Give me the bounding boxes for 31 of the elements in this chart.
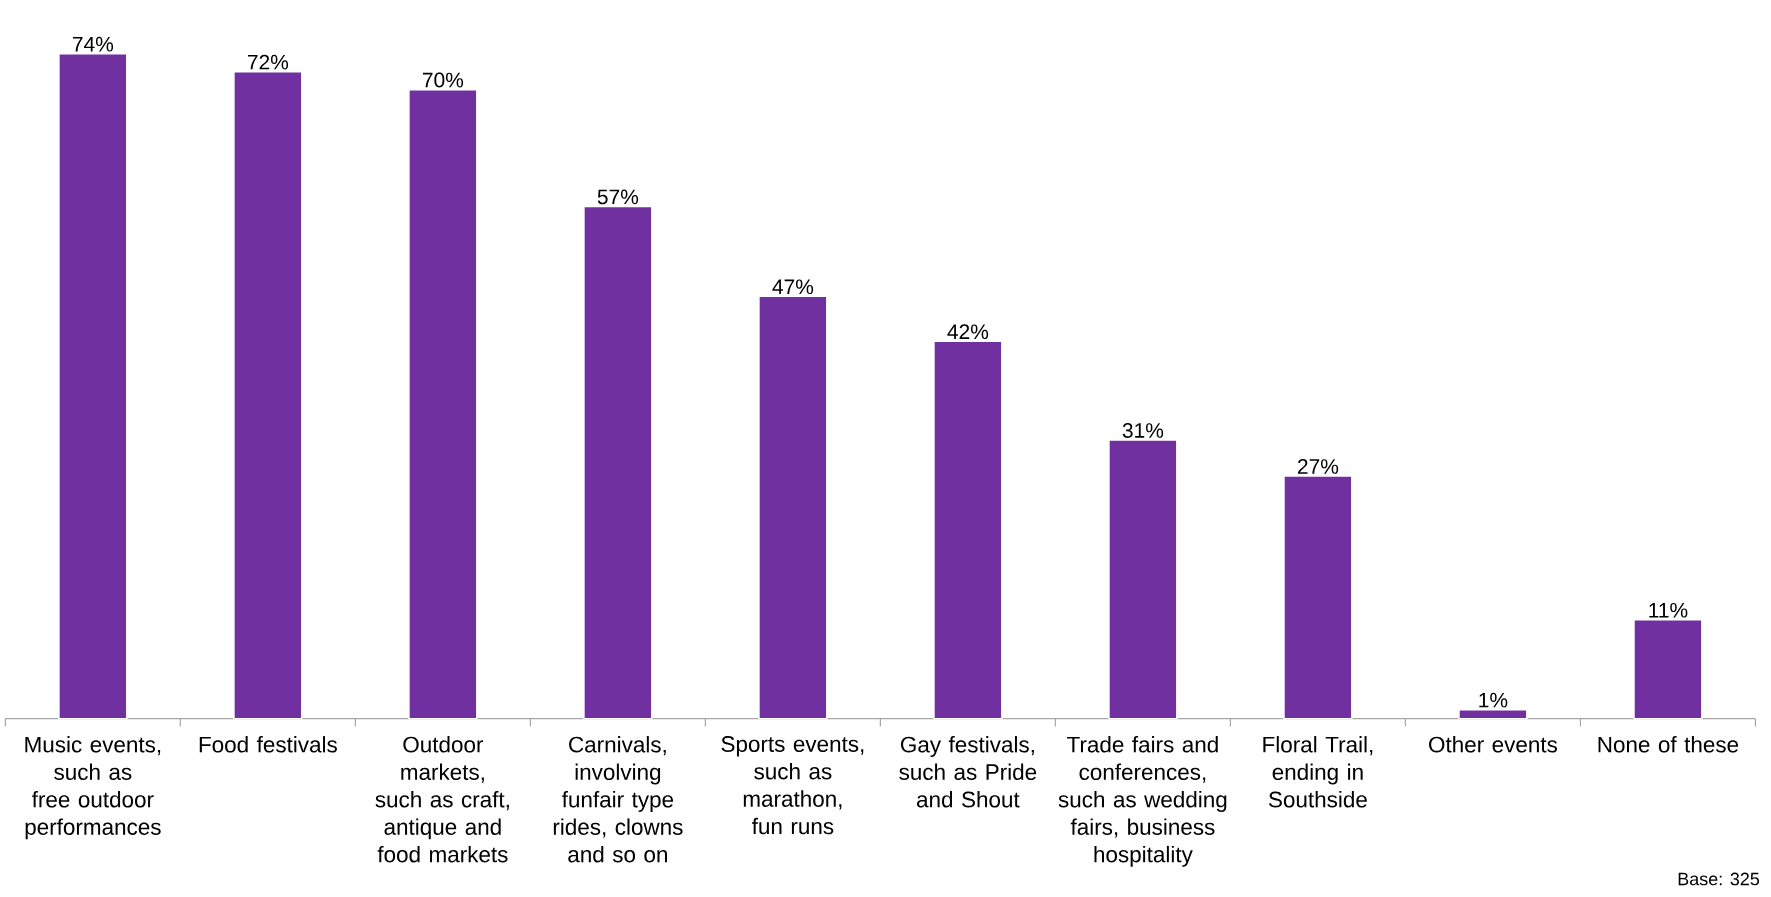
x-tick-label: Carnivals, involving funfair type rides, clowns and so on [553, 736, 683, 863]
bar [408, 89, 478, 720]
bar [583, 205, 653, 720]
data-label: 42% [947, 324, 989, 340]
bar [1283, 475, 1353, 720]
x-tick-label: Gay festivals, such as Pride and Shout [899, 736, 1037, 808]
x-tick-label: Trade fairs and conferences, such as wedding fairs, business hospitality [1058, 736, 1227, 868]
data-label: 74% [72, 37, 114, 52]
x-tick-label: Outdoor markets, such as craft, antique and food markets [375, 736, 509, 863]
text: Base: 325 [1678, 872, 1760, 886]
bar [1108, 439, 1178, 720]
data-label: 27% [1297, 459, 1339, 475]
data-label: 72% [247, 54, 289, 70]
data-label: 70% [422, 72, 464, 88]
data-label: 47% [772, 279, 814, 295]
data-label: 31% [1122, 423, 1164, 439]
data-label: 1% [1479, 693, 1508, 708]
data-label: 57% [597, 189, 639, 205]
bar [233, 71, 303, 720]
x-tick-label: Sports events, such as marathon, fun runs [721, 736, 864, 835]
data-label: 11% [1649, 603, 1688, 618]
x-tick-label: Food festivals [199, 736, 337, 753]
x-tick-label: Other events [1429, 736, 1558, 753]
bar [758, 295, 828, 720]
x-tick-label: Music events, such as free outdoor performances [25, 736, 161, 840]
bar [1458, 709, 1528, 720]
bar [933, 340, 1003, 720]
x-tick-label: None of these [1598, 736, 1739, 753]
bar [1633, 619, 1703, 720]
bar [58, 53, 128, 720]
x-tick-label: Floral Trail, ending in Southside [1263, 736, 1373, 808]
